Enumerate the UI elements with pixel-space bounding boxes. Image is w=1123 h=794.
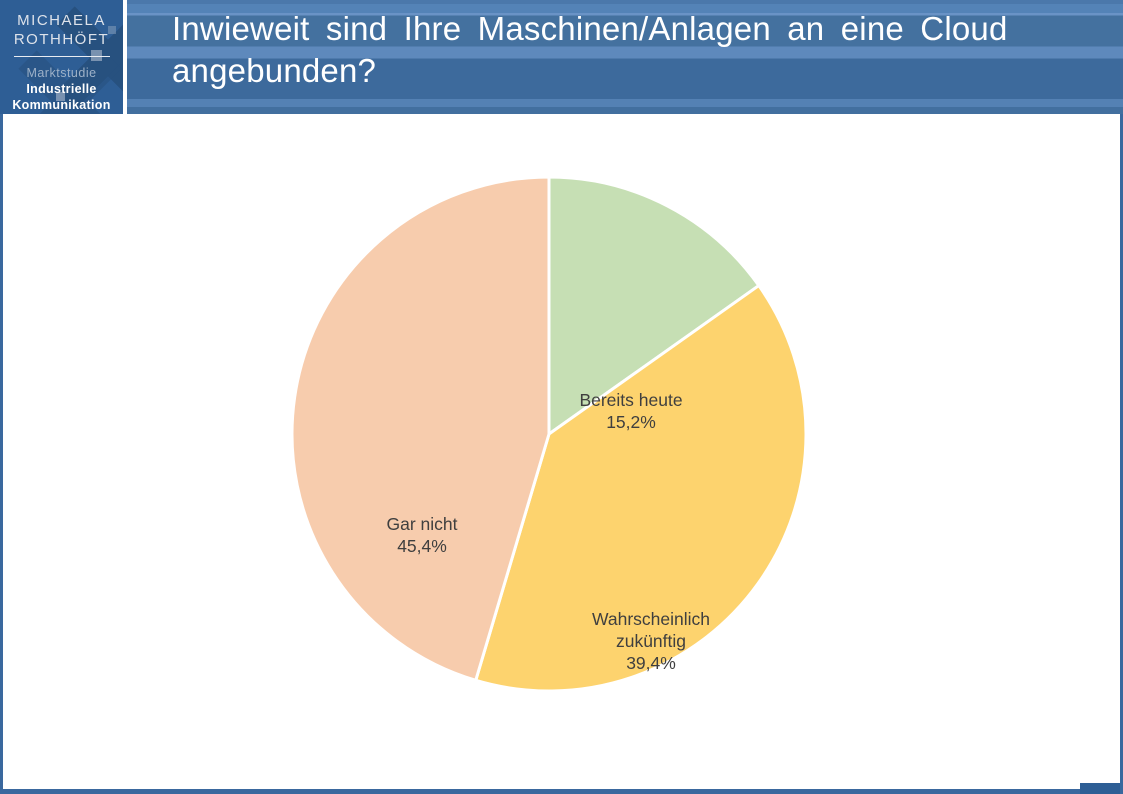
logo-subtitle-3: Kommunikation [12, 98, 111, 112]
pie-slice-2 [290, 175, 551, 682]
slide-header: MICHAELA ROTHHÖFT Marktstudie Industriel… [0, 0, 1123, 114]
slide-bottom-bar [0, 789, 1123, 794]
pie-label-value: 39,4% [626, 653, 676, 673]
pie-label-bereits-heute: Bereits heute 15,2% [541, 389, 721, 433]
pie-chart-svg [290, 175, 808, 693]
pie-label-value: 45,4% [397, 536, 447, 556]
pie-slice-1 [474, 284, 808, 693]
logo: MICHAELA ROTHHÖFT Marktstudie Industriel… [0, 0, 123, 114]
logo-name-line1: MICHAELA [17, 12, 106, 29]
pie-label-text: Wahrscheinlich zukünftig [591, 609, 710, 651]
logo-divider [13, 56, 110, 57]
pie-chart: Bereits heute 15,2% Wahrscheinlich zukün… [0, 114, 1123, 789]
slide-border-left [0, 114, 3, 794]
pie-label-value: 15,2% [606, 412, 656, 432]
slide-border-right [1120, 114, 1123, 794]
pie-slice-0 [547, 175, 761, 436]
slide-bottom-accent-rect [1080, 783, 1120, 794]
pie-label-wahrscheinlich-zukuenftig: Wahrscheinlich zukünftig 39,4% [576, 608, 726, 674]
logo-name-line2: ROTHHÖFT [13, 31, 110, 48]
title-band: Inwieweit sind Ihre Maschinen/Anlagen an… [127, 0, 1123, 114]
pie-label-gar-nicht: Gar nicht 45,4% [342, 513, 502, 557]
logo-subtitle-1: Marktstudie [26, 66, 97, 80]
slide-title: Inwieweit sind Ihre Maschinen/Anlagen an… [172, 10, 1008, 89]
logo-subtitle-2: Industrielle [26, 82, 97, 96]
pie-label-text: Gar nicht [386, 514, 458, 534]
pie-label-text: Bereits heute [579, 390, 683, 410]
